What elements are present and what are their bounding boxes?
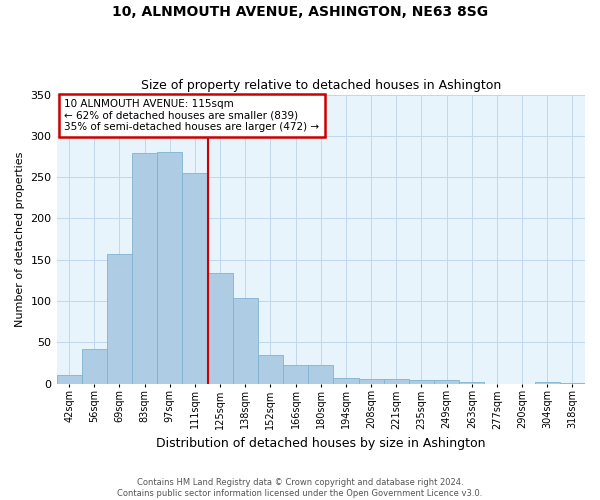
Bar <box>107 254 132 384</box>
Bar <box>535 382 560 384</box>
Bar <box>233 298 258 384</box>
Text: 10, ALNMOUTH AVENUE, ASHINGTON, NE63 8SG: 10, ALNMOUTH AVENUE, ASHINGTON, NE63 8SG <box>112 5 488 19</box>
Bar <box>157 152 182 384</box>
Text: Contains HM Land Registry data © Crown copyright and database right 2024.
Contai: Contains HM Land Registry data © Crown c… <box>118 478 482 498</box>
Bar <box>459 382 484 384</box>
Bar <box>334 378 359 384</box>
Bar <box>208 273 233 384</box>
Bar <box>258 354 283 384</box>
Bar <box>409 380 434 384</box>
Text: 10 ALNMOUTH AVENUE: 115sqm
← 62% of detached houses are smaller (839)
35% of sem: 10 ALNMOUTH AVENUE: 115sqm ← 62% of deta… <box>64 99 320 132</box>
Bar <box>182 173 208 384</box>
Title: Size of property relative to detached houses in Ashington: Size of property relative to detached ho… <box>140 79 501 92</box>
Y-axis label: Number of detached properties: Number of detached properties <box>15 152 25 327</box>
Bar <box>132 153 157 384</box>
Bar <box>560 383 585 384</box>
X-axis label: Distribution of detached houses by size in Ashington: Distribution of detached houses by size … <box>156 437 485 450</box>
Bar <box>82 349 107 384</box>
Bar <box>359 378 383 384</box>
Bar <box>383 380 409 384</box>
Bar <box>56 374 82 384</box>
Bar <box>308 364 334 384</box>
Bar <box>434 380 459 384</box>
Bar <box>283 366 308 384</box>
